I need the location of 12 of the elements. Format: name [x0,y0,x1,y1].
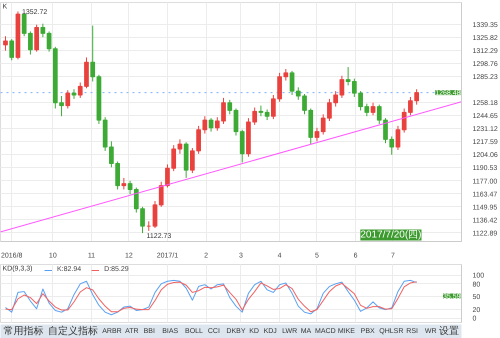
candlestick [208,118,214,132]
candlestick [121,177,126,190]
candlestick [65,90,70,110]
candlestick [3,36,8,52]
annotation: 2017/7/20(四) [360,230,422,240]
candlestick [34,24,39,52]
candlestick [72,88,76,100]
text: 设置 [439,325,460,337]
candlestick [370,102,376,116]
text: 自定义指标 [48,325,98,337]
text: 常用指标 [3,325,44,337]
candlestick [9,38,14,61]
